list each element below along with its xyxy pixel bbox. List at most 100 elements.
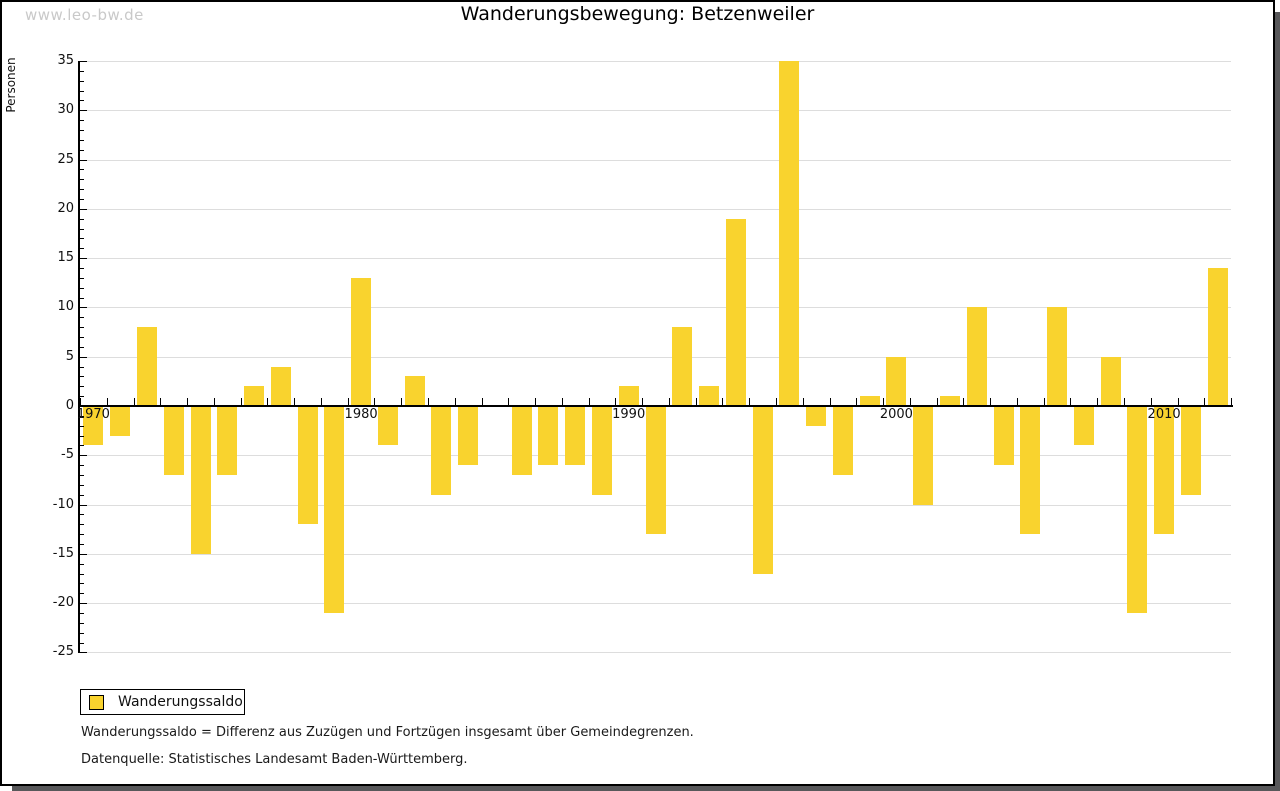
y-minor-tick: [80, 317, 84, 318]
y-minor-tick: [80, 298, 84, 299]
bar-1990: [618, 386, 639, 406]
x-tick: [963, 398, 965, 405]
x-tick: [535, 398, 536, 405]
y-minor-tick: [80, 593, 84, 594]
x-tick: [936, 398, 938, 405]
bar-2001: [913, 406, 934, 505]
x-tick: [883, 398, 884, 405]
gridline: [80, 307, 1231, 308]
bar-1977: [270, 366, 291, 406]
y-major-tick: [80, 258, 87, 259]
x-tick: [1177, 398, 1179, 405]
drop-shadow-bottom: [12, 786, 1275, 791]
x-tick: [722, 398, 724, 405]
x-tick: [320, 398, 322, 405]
x-tick: [106, 398, 108, 405]
y-tick-label: 30: [57, 102, 74, 117]
x-tick: [1150, 398, 1152, 405]
y-minor-tick: [80, 120, 84, 121]
frame-border-left: [0, 0, 2, 786]
bar-1976: [244, 386, 264, 406]
bar-2006: [1047, 307, 1067, 406]
y-major-tick: [80, 652, 87, 653]
y-major-tick: [80, 554, 87, 555]
y-minor-tick: [80, 327, 84, 328]
y-minor-tick: [80, 278, 84, 279]
x-tick: [1231, 398, 1232, 405]
y-minor-tick: [80, 130, 84, 131]
y-tick-label: 35: [57, 53, 74, 68]
x-tick: [909, 398, 911, 405]
bar-2005: [1020, 406, 1041, 535]
x-tick: [1043, 398, 1045, 405]
y-minor-tick: [80, 229, 84, 230]
x-tick: [829, 398, 831, 405]
x-tick-label-2000: 2000: [879, 407, 913, 422]
x-tick: [481, 398, 483, 405]
x-tick: [508, 398, 510, 405]
x-tick: [802, 398, 804, 405]
y-minor-tick: [80, 396, 84, 397]
y-major-tick: [80, 603, 87, 604]
y-major-tick: [80, 61, 87, 62]
y-axis: [78, 61, 80, 653]
y-tick-label: -20: [52, 595, 74, 610]
gridline: [80, 61, 1231, 62]
x-tick: [1016, 398, 1018, 405]
x-tick: [642, 398, 644, 405]
y-minor-tick: [80, 623, 84, 624]
bar-1974: [190, 406, 211, 554]
bar-1995: [752, 406, 773, 574]
x-tick: [428, 398, 429, 405]
bar-1986: [511, 406, 532, 475]
y-minor-tick: [80, 485, 84, 486]
gridline: [80, 110, 1231, 111]
frame-border-right: [1273, 0, 1275, 786]
y-minor-tick: [80, 386, 84, 387]
frame-border-bottom: [0, 784, 1275, 786]
bar-2003: [966, 307, 987, 406]
x-tick-label-1970: 1970: [76, 407, 110, 422]
bar-1983: [431, 406, 452, 495]
x-tick: [133, 398, 135, 405]
y-minor-tick: [80, 100, 84, 101]
bar-2000: [886, 356, 907, 406]
gridline: [80, 357, 1231, 358]
bar-1984: [458, 406, 479, 466]
y-minor-tick: [80, 288, 84, 289]
x-tick: [267, 398, 269, 405]
bar-1994: [725, 218, 746, 406]
y-tick-label: 20: [57, 201, 74, 216]
y-major-tick: [80, 209, 87, 210]
bar-2009: [1127, 406, 1148, 613]
y-minor-tick: [80, 179, 84, 180]
bar-1993: [699, 386, 719, 406]
y-major-tick: [80, 110, 87, 111]
x-tick: [213, 398, 215, 405]
bar-1997: [806, 406, 827, 426]
drop-shadow-right: [1275, 12, 1280, 791]
y-major-tick: [80, 455, 87, 456]
x-tick: [588, 398, 590, 405]
y-minor-tick: [80, 169, 84, 170]
bar-1972: [136, 327, 157, 406]
y-minor-tick: [80, 583, 84, 584]
gridline: [80, 209, 1231, 210]
gridline: [80, 258, 1231, 259]
y-minor-tick: [80, 524, 84, 525]
y-minor-tick: [80, 475, 84, 476]
y-minor-tick: [80, 367, 84, 368]
x-tick: [347, 398, 349, 405]
x-tick: [856, 398, 858, 405]
y-major-tick: [80, 160, 87, 161]
y-minor-tick: [80, 534, 84, 535]
x-axis: [78, 405, 1233, 407]
x-tick: [1097, 398, 1099, 405]
y-major-tick: [80, 357, 87, 358]
bar-1980: [351, 277, 372, 406]
y-minor-tick: [80, 140, 84, 141]
bar-1989: [592, 406, 612, 495]
y-minor-tick: [80, 465, 84, 466]
bar-2007: [1073, 406, 1094, 446]
y-tick-label: 5: [65, 349, 74, 364]
